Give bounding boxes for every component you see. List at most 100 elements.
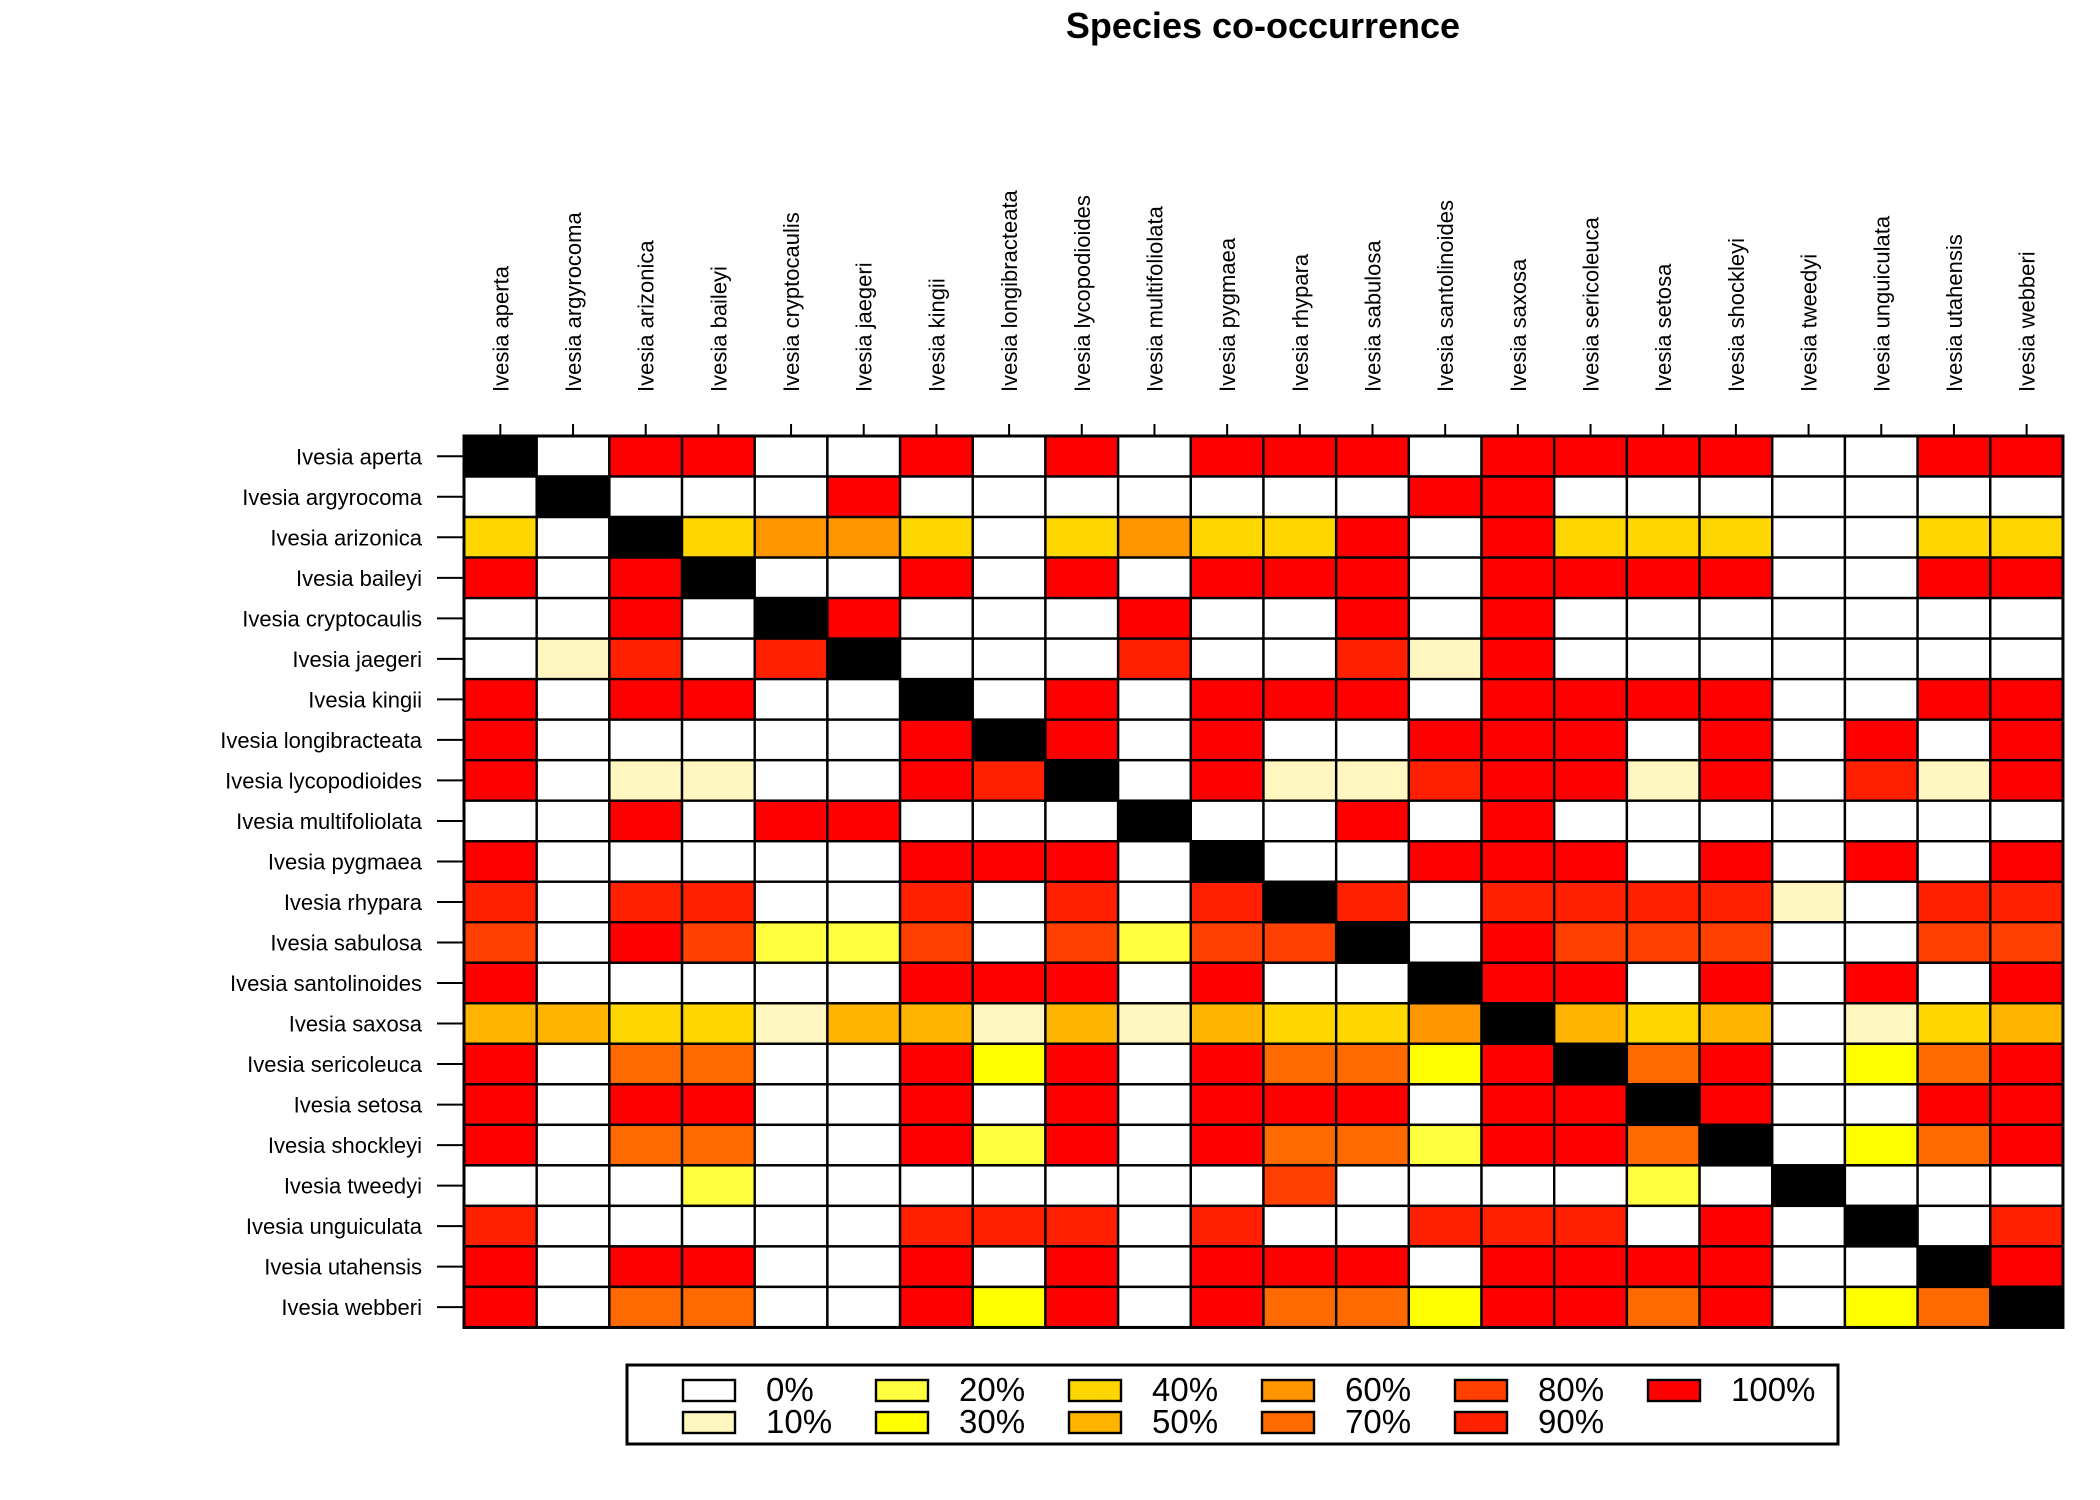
heatmap-cell	[462, 1083, 538, 1127]
heatmap-cell	[680, 1285, 756, 1329]
heatmap-cell	[462, 799, 538, 843]
heatmap-cell	[1044, 1042, 1120, 1086]
heatmap-cell	[1698, 718, 1774, 762]
heatmap-cell	[826, 718, 902, 762]
heatmap-cell	[680, 840, 756, 883]
heatmap-cell	[608, 1204, 684, 1248]
heatmap-cell	[1189, 718, 1265, 762]
heatmap-cell	[1771, 840, 1847, 883]
heatmap-cell	[971, 434, 1047, 478]
diagonal-cell	[753, 596, 829, 640]
heatmap-cell	[1189, 1245, 1265, 1289]
row-label: Ivesia multifoliolata	[236, 809, 423, 834]
heatmap-cell	[753, 1002, 829, 1046]
diagonal-cell	[680, 556, 756, 600]
heatmap-cell	[1407, 434, 1483, 478]
row-label: Ivesia pygmaea	[268, 849, 423, 874]
diagonal-cell	[1044, 758, 1120, 802]
column-label: Ivesia santolinoides	[1433, 200, 1458, 392]
diagonal-cell	[535, 475, 611, 519]
legend-swatch	[681, 1410, 737, 1435]
heatmap-cell	[608, 758, 684, 802]
heatmap-cell	[1407, 880, 1483, 924]
heatmap-cell	[1552, 718, 1629, 762]
heatmap-cell	[462, 1123, 538, 1167]
heatmap-cell	[1771, 799, 1847, 843]
diagonal-cell	[1262, 880, 1338, 924]
heatmap-cell	[608, 718, 684, 762]
heatmap-cell	[898, 1245, 974, 1289]
heatmap-cell	[1625, 1042, 1701, 1086]
heatmap-cell	[1989, 637, 2065, 681]
heatmap-cell	[826, 1285, 902, 1329]
heatmap-cell	[680, 799, 756, 843]
heatmap-cell	[1698, 515, 1774, 559]
heatmap-cell	[826, 1123, 902, 1167]
row-label: Ivesia sabulosa	[270, 931, 422, 956]
heatmap-cell	[1407, 840, 1483, 883]
heatmap-cell	[1189, 921, 1265, 964]
heatmap-cell	[462, 596, 538, 640]
heatmap-cell	[1116, 1083, 1192, 1127]
heatmap-cell	[1552, 677, 1629, 721]
heatmap-cell	[1407, 1245, 1483, 1289]
heatmap-cell	[1480, 921, 1556, 964]
heatmap-cell	[1843, 1164, 1919, 1208]
heatmap-cell	[753, 556, 829, 600]
heatmap-cell	[1916, 1204, 1992, 1248]
heatmap-cell	[1552, 637, 1629, 681]
heatmap-cell	[1189, 596, 1265, 640]
diagonal-cell	[462, 434, 538, 478]
heatmap-cell	[753, 677, 829, 721]
heatmap-cell	[1044, 637, 1120, 681]
legend-label: 30%	[959, 1403, 1025, 1440]
heatmap-cell	[1189, 880, 1265, 924]
heatmap-cell	[1189, 475, 1265, 519]
heatmap-cell	[1189, 637, 1265, 681]
heatmap-cell	[898, 921, 974, 964]
heatmap-cell	[608, 556, 684, 600]
heatmap-cell	[1771, 961, 1847, 1005]
heatmap-cell	[1334, 434, 1411, 478]
plot-frame	[462, 434, 2065, 1329]
heatmap-cell	[462, 880, 538, 924]
heatmap-cell	[1044, 961, 1120, 1005]
diagonal-cell	[826, 637, 902, 681]
column-axis: Ivesia aperta Ivesia argyrocoma Ivesia ari…	[488, 189, 2040, 436]
heatmap-cell	[1625, 434, 1701, 478]
heatmap-cell	[1044, 515, 1120, 559]
heatmap-cell	[608, 434, 684, 478]
heatmap-cell	[1189, 556, 1265, 600]
heatmap-cell	[898, 1042, 974, 1086]
heatmap-cell	[462, 921, 538, 964]
heatmap-cell	[1044, 880, 1120, 924]
heatmap-cell	[898, 637, 974, 681]
heatmap-cell	[608, 1042, 684, 1086]
heatmap-cell	[1334, 840, 1411, 883]
heatmap-cell	[1989, 921, 2065, 964]
heatmap-cell	[971, 515, 1047, 559]
heatmap-cell	[1771, 556, 1847, 600]
heatmap-cell	[1989, 1042, 2065, 1086]
heatmap-cell	[1334, 1123, 1411, 1167]
heatmap-cell	[1625, 677, 1701, 721]
heatmap-cell	[680, 718, 756, 762]
heatmap-cell	[1480, 637, 1556, 681]
heatmap-cell	[1989, 434, 2065, 478]
heatmap-cell	[1843, 880, 1919, 924]
heatmap-cell	[1698, 758, 1774, 802]
heatmap-cell	[1407, 718, 1483, 762]
heatmap-cell	[971, 840, 1047, 883]
column-label: Ivesia cryptocaulis	[779, 212, 804, 392]
heatmap-cell	[826, 556, 902, 600]
heatmap-cell	[971, 1083, 1047, 1127]
heatmap-cell	[971, 596, 1047, 640]
heatmap-cell	[1552, 961, 1629, 1005]
heatmap-cell	[1407, 921, 1483, 964]
diagonal-cell	[1698, 1123, 1774, 1167]
heatmap-cell	[826, 1204, 902, 1248]
heatmap-cell	[1625, 1123, 1701, 1167]
heatmap-cell	[1916, 1083, 1992, 1127]
heatmap-cell	[680, 758, 756, 802]
heatmap-cell	[1916, 434, 1992, 478]
